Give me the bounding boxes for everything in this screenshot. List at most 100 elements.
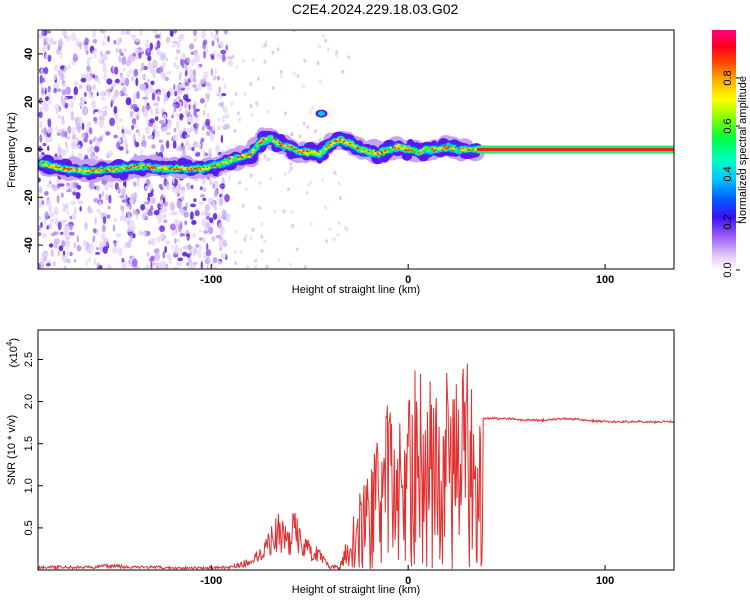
noise-speck (174, 90, 178, 97)
noise-speck (79, 206, 82, 212)
noise-speck (94, 135, 97, 141)
noise-speck (197, 65, 201, 70)
noise-speck (46, 184, 51, 188)
noise-speck (156, 92, 162, 96)
noise-speck (73, 86, 79, 96)
noise-speck (61, 30, 67, 36)
noise-speck (156, 40, 161, 49)
noise-speck (203, 109, 206, 117)
trace-blob (122, 164, 127, 168)
trace-blob (76, 169, 79, 172)
noise-speck (45, 199, 52, 207)
x-tick-label: 100 (596, 575, 614, 587)
noise-speck (121, 56, 127, 66)
noise-speck (87, 205, 92, 214)
trace-blob (339, 141, 342, 144)
noise-speck (217, 118, 221, 122)
noise-speck (334, 171, 338, 176)
noise-speck (336, 232, 340, 237)
noise-speck (96, 92, 99, 97)
trace-blob (187, 169, 190, 172)
noise-speck (144, 264, 151, 269)
noise-speck (91, 50, 97, 54)
trace-blob (432, 148, 434, 150)
noise-speck (53, 83, 57, 88)
noise-speck (337, 221, 341, 226)
noise-speck (174, 244, 179, 254)
noise-speck (289, 166, 293, 171)
trace-blob (113, 168, 115, 171)
noise-speck (186, 87, 191, 91)
noise-speck (190, 203, 196, 208)
noise-speck (160, 144, 165, 153)
noise-speck (147, 211, 153, 217)
noise-speck (184, 70, 188, 77)
trace-blob (116, 166, 119, 169)
noise-speck (337, 181, 341, 186)
noise-speck (116, 125, 120, 130)
noise-speck (249, 81, 253, 86)
noise-speck (39, 260, 45, 269)
noise-speck (222, 239, 227, 247)
noise-speck (325, 239, 328, 244)
trace-blob (186, 167, 189, 169)
trace-blob (448, 145, 451, 147)
trace-blob (306, 153, 310, 156)
noise-speck (55, 106, 59, 113)
figure-title: C2E4.2024.229.18.03.G02 (292, 1, 459, 17)
noise-speck (177, 257, 183, 262)
noise-speck (115, 47, 118, 54)
noise-speck (192, 220, 197, 225)
noise-speck (141, 140, 147, 147)
trace-blob (229, 159, 233, 163)
noise-speck (96, 263, 100, 268)
noise-speck (46, 30, 51, 34)
noise-speck (128, 259, 131, 264)
noise-speck (116, 42, 121, 46)
noise-speck (60, 131, 66, 138)
noise-speck (195, 118, 199, 123)
noise-speck (122, 263, 128, 269)
noise-speck (233, 128, 237, 133)
spectrogram-x-ticks: -100 0 100 (200, 264, 614, 286)
spectrogram-marks (38, 30, 674, 269)
snr-multiplier-close: ) (8, 338, 20, 342)
noise-speck (98, 58, 103, 65)
trace-blob (121, 168, 124, 170)
noise-speck (66, 35, 71, 42)
noise-speck (137, 131, 141, 137)
noise-speck (87, 146, 91, 154)
noise-speck (154, 34, 161, 39)
noise-speck (104, 33, 107, 40)
snr-x-ticks: -100 0 100 (200, 565, 614, 587)
trace-blob (286, 145, 290, 147)
noise-speck (70, 200, 76, 206)
noise-speck (90, 145, 94, 152)
noise-speck (202, 197, 207, 201)
noise-speck (201, 218, 207, 227)
trace-blob (427, 150, 430, 153)
trace-blob (163, 165, 167, 168)
noise-speck (216, 53, 222, 60)
noise-speck (188, 262, 192, 269)
noise-speck (38, 177, 41, 183)
noise-speck (88, 257, 91, 263)
snr-marks (38, 363, 674, 570)
noise-speck (116, 240, 119, 244)
trace-blob (58, 166, 61, 169)
noise-speck (158, 32, 162, 40)
noise-speck (76, 244, 82, 252)
colorbar-tick-label: 0.4 (722, 166, 734, 181)
noise-speck (43, 66, 49, 75)
trace-blob (54, 167, 58, 170)
noise-speck (45, 252, 49, 257)
noise-speck (194, 210, 200, 217)
noise-speck (42, 249, 46, 259)
trace-blob (426, 147, 431, 153)
noise-speck (221, 115, 225, 123)
noise-speck (132, 223, 136, 232)
noise-speck (209, 217, 214, 223)
trace-blob (82, 169, 85, 171)
noise-speck (93, 116, 98, 122)
noise-speck (84, 101, 87, 105)
